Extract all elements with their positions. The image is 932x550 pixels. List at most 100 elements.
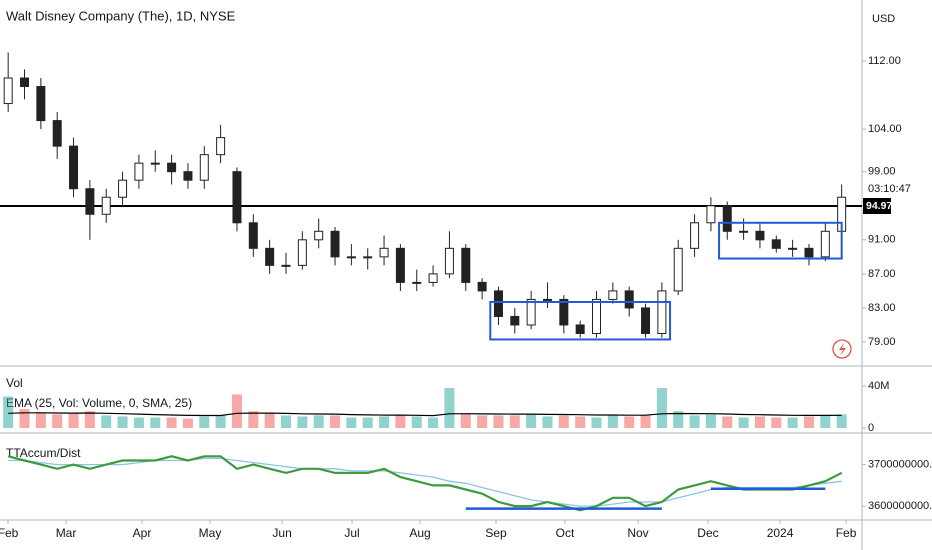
volume-bar: [362, 417, 373, 429]
volume-bar: [820, 415, 831, 429]
x-tick-label: Dec: [697, 526, 718, 540]
volume-bar: [673, 411, 684, 429]
candle-body: [412, 281, 422, 284]
alert-icon-bolt: [839, 343, 846, 356]
currency: USD: [872, 13, 895, 25]
x-tick-label: Nov: [627, 526, 648, 540]
annotation-box: [718, 221, 843, 260]
candle-body: [314, 230, 324, 241]
volume-bar: [477, 415, 488, 429]
candle-body: [739, 230, 749, 233]
volume-bar: [215, 415, 226, 429]
candle-body: [232, 171, 242, 224]
volume-bar: [35, 412, 46, 429]
volume-bar: [722, 416, 733, 429]
candle-body: [820, 230, 830, 258]
x-tick-label: Jul: [344, 526, 359, 540]
candle-body: [461, 247, 471, 283]
indicator-label: TTAccum/Dist: [6, 446, 81, 460]
volume-bar: [68, 413, 79, 429]
candle-body: [575, 324, 585, 334]
candle-body: [265, 247, 275, 266]
volume-bar: [150, 417, 161, 429]
volume-bar: [444, 388, 455, 429]
ema-label: EMA (25, Vol: Volume, 0, SMA, 25): [6, 396, 192, 410]
volume-bar: [199, 416, 210, 429]
volume-bar: [787, 417, 798, 429]
volume-bar: [84, 411, 95, 429]
volume-bar: [705, 414, 716, 429]
candle-body: [379, 247, 389, 258]
candle-body: [542, 298, 552, 301]
volume-bar: [558, 415, 569, 429]
candle-body: [330, 230, 340, 258]
alert-icon[interactable]: [832, 339, 852, 359]
x-tick-label: May: [199, 526, 222, 540]
candle-body: [526, 298, 536, 326]
candle-body: [722, 205, 732, 232]
candle-body: [150, 162, 160, 165]
volume-bar: [836, 414, 847, 429]
x-tick-label: Aug: [409, 526, 430, 540]
y-tick-label: 99.00: [868, 166, 896, 178]
volume-bar: [460, 413, 471, 429]
volume-bar: [117, 416, 128, 429]
y-tick-label: 3700000000.00: [868, 459, 932, 471]
volume-bar: [379, 416, 390, 429]
volume-bar: [591, 417, 602, 429]
volume-ema: [8, 412, 842, 417]
candle-body: [641, 307, 651, 334]
volume-bar: [264, 413, 275, 429]
volume-bar: [509, 415, 520, 429]
candle-body: [167, 162, 177, 173]
y-tick-label: 3600000000.00: [868, 500, 932, 512]
candle-body: [281, 264, 291, 267]
volume-bar: [411, 416, 422, 429]
y-tick-label: 83.00: [868, 302, 896, 314]
candle-body: [101, 196, 111, 215]
candle-body: [510, 315, 520, 326]
volume-bar: [738, 417, 749, 429]
volume-bar: [3, 396, 14, 429]
volume-bar: [607, 415, 618, 429]
y-tick-label: 91.00: [868, 234, 896, 246]
candle-body: [69, 145, 79, 190]
volume-bar: [428, 417, 439, 429]
candle-body: [493, 290, 503, 317]
candle-body: [363, 256, 373, 259]
volume-bar: [771, 417, 782, 429]
candle-body: [673, 247, 683, 292]
x-tick-label: Feb: [836, 526, 857, 540]
candle-body: [248, 222, 258, 249]
volume-bar: [542, 416, 553, 429]
indicator-line: [7, 455, 843, 512]
candle-body: [199, 154, 209, 181]
volume-label: Vol: [6, 376, 23, 390]
candle-body: [804, 247, 814, 258]
candle-body: [297, 239, 307, 266]
volume-bar: [182, 418, 193, 429]
candle-body: [216, 137, 226, 156]
volume-bar: [166, 417, 177, 429]
candle-body: [755, 230, 765, 241]
candle-body: [788, 247, 798, 250]
x-tick-label: Apr: [133, 526, 152, 540]
candle-body: [477, 281, 487, 292]
volume-bar: [248, 411, 259, 429]
candle-body: [52, 120, 62, 147]
candle-body: [85, 188, 95, 215]
volume-bar: [575, 416, 586, 429]
volume-bar: [231, 394, 242, 429]
candle-body: [771, 239, 781, 249]
volume-bar: [493, 415, 504, 429]
x-tick-label: Oct: [556, 526, 575, 540]
volume-bar: [395, 415, 406, 429]
y-tick-label: 0: [868, 422, 874, 434]
volume-bar: [19, 409, 30, 429]
volume-bar: [313, 415, 324, 429]
volume-bar: [689, 415, 700, 429]
price-line-tag: [863, 198, 891, 215]
candle-body: [36, 86, 46, 122]
y-tick-label: 112.00: [868, 55, 901, 67]
